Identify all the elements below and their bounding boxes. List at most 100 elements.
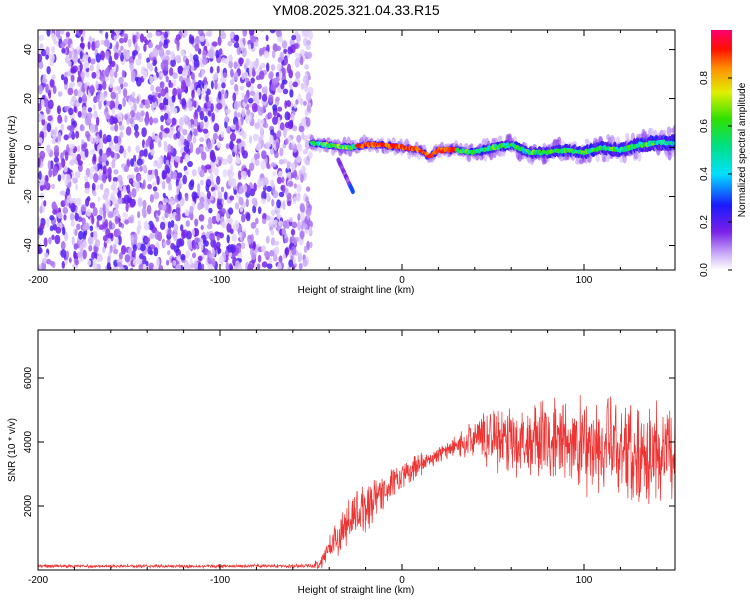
noise-cell [232, 92, 237, 102]
noise-cell [305, 117, 311, 127]
noise-cell [130, 158, 134, 167]
noise-cell [288, 217, 293, 222]
noise-cell [306, 105, 311, 112]
noise-cell [80, 204, 87, 212]
noise-cell [103, 209, 106, 220]
noise-cell [222, 169, 227, 178]
noise-cell [208, 252, 214, 259]
noise-cell [193, 111, 199, 121]
noise-cell [76, 81, 83, 88]
noise-cell [230, 124, 237, 130]
noise-cell [184, 209, 190, 217]
noise-cell [132, 34, 136, 45]
noise-cell [150, 51, 155, 58]
noise-cell [169, 106, 174, 114]
noise-cell [105, 50, 110, 60]
noise-cell [84, 83, 88, 90]
noise-cell [237, 252, 243, 259]
noise-cell [72, 177, 78, 184]
noise-cell [167, 250, 171, 256]
noise-cell [173, 245, 180, 253]
noise-cell [210, 80, 214, 90]
noise-cell [74, 171, 81, 179]
noise-cell [257, 254, 262, 263]
noise-cell [134, 123, 139, 132]
noise-cell [135, 58, 142, 66]
noise-cell [45, 83, 49, 94]
noise-cell [179, 156, 184, 164]
noise-cell [43, 237, 48, 248]
noise-cell [163, 39, 168, 46]
noise-cell [168, 212, 173, 220]
noise-cell [303, 100, 307, 106]
noise-cell [96, 214, 103, 221]
noise-cell [273, 219, 278, 225]
noise-cell [56, 105, 62, 115]
noise-cell [235, 124, 240, 131]
noise-cell [283, 128, 287, 138]
noise-cell [38, 263, 42, 270]
noise-cell [273, 240, 280, 246]
noise-cell [149, 232, 155, 240]
noise-cell [154, 92, 159, 98]
noise-cell [245, 58, 251, 66]
noise-cell [250, 35, 257, 43]
noise-cell [122, 212, 128, 218]
noise-cell [293, 169, 298, 179]
noise-cell [78, 230, 84, 240]
noise-cell [211, 215, 217, 225]
noise-cell [173, 223, 179, 233]
noise-cell [64, 231, 69, 242]
noise-cell [121, 69, 126, 78]
noise-cell [137, 243, 141, 249]
noise-cell [68, 107, 74, 116]
noise-cell [293, 183, 297, 189]
noise-cell [278, 220, 284, 226]
noise-cell [290, 235, 295, 242]
noise-cell [113, 248, 119, 255]
noise-cell [237, 264, 243, 270]
noise-cell [231, 233, 237, 243]
noise-cell [47, 99, 54, 110]
colorbar-tick-label: 0.6 [699, 119, 710, 133]
noise-cell [205, 94, 209, 103]
noise-cell [49, 260, 54, 267]
noise-cell [305, 196, 309, 203]
ridge-halo-cell [661, 129, 667, 135]
noise-cell [94, 163, 98, 174]
noise-cell [116, 228, 121, 237]
noise-cell [105, 198, 111, 209]
noise-cell [308, 225, 313, 235]
noise-cell [45, 54, 49, 60]
noise-cell [139, 253, 144, 260]
noise-cell [197, 202, 203, 211]
noise-cell [130, 234, 135, 244]
noise-cell [139, 149, 145, 157]
noise-cell [225, 108, 231, 115]
noise-cell [95, 136, 99, 145]
noise-cell [270, 162, 277, 168]
noise-cell [143, 43, 147, 52]
noise-cell [135, 145, 141, 154]
noise-cell [269, 30, 276, 34]
noise-cell [79, 50, 83, 60]
noise-cell [291, 34, 297, 41]
noise-cell [275, 45, 282, 51]
noise-cell [276, 176, 282, 185]
noise-cell [54, 234, 61, 245]
noise-cell [184, 153, 190, 163]
noise-cell [78, 96, 83, 104]
noise-cell [284, 138, 289, 145]
noise-cell [233, 61, 238, 69]
noise-cell [285, 219, 290, 229]
noise-cell [117, 86, 122, 95]
noise-cell [142, 199, 147, 209]
y-tick-label: 2000 [23, 494, 34, 517]
noise-cell [83, 54, 90, 63]
noise-cell [122, 97, 126, 108]
noise-cell [96, 62, 100, 72]
noise-cell [135, 132, 139, 139]
noise-cell [50, 183, 56, 190]
noise-cell [119, 180, 124, 186]
noise-cell [144, 116, 149, 126]
